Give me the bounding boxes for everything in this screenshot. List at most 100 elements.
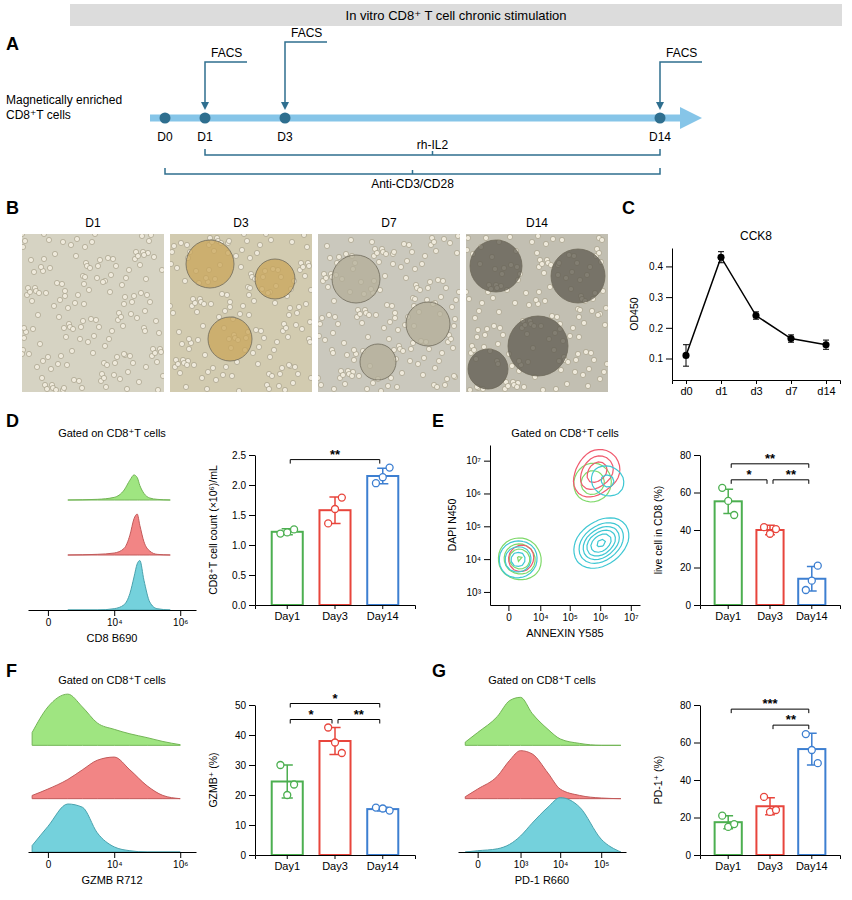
- tick-label: Day3: [757, 860, 783, 872]
- tick-label: Day3: [322, 610, 348, 622]
- cell-cluster: [208, 317, 252, 361]
- cell: [304, 244, 309, 249]
- cell: [246, 312, 251, 317]
- cell: [443, 285, 448, 290]
- cell-cluster: [551, 249, 605, 303]
- significance-label: **: [786, 467, 797, 482]
- point: [338, 750, 345, 757]
- cell-cluster: [186, 240, 234, 288]
- cell: [148, 234, 153, 238]
- day-dot: [655, 113, 666, 124]
- tick-mark: [728, 855, 729, 859]
- bar: [715, 822, 742, 855]
- tick-mark: [478, 852, 479, 858]
- cell: [454, 250, 459, 255]
- cell: [144, 292, 149, 297]
- tick: 1.5: [232, 510, 255, 521]
- cell: [226, 238, 231, 243]
- tick: 0: [46, 610, 52, 628]
- cell: [482, 332, 487, 337]
- cell: [422, 253, 427, 258]
- tick: Day14: [367, 605, 399, 622]
- tick: Day3: [322, 855, 348, 872]
- cell: [143, 364, 148, 369]
- cell: [565, 359, 570, 364]
- tick-mark: [249, 735, 255, 736]
- facs-line: [205, 62, 247, 104]
- tick: 10³: [467, 587, 490, 598]
- cell: [308, 287, 312, 292]
- tick-mark: [249, 485, 255, 486]
- point: [291, 781, 298, 788]
- image-label: D7: [381, 216, 397, 230]
- tick-mark: [728, 605, 729, 609]
- cell: [447, 240, 452, 245]
- marker: [682, 352, 689, 359]
- axis: 10³10⁴10⁵10⁶10⁷: [466, 446, 491, 606]
- axis-line: [256, 606, 416, 610]
- cell: [160, 373, 164, 378]
- cell: [553, 386, 558, 391]
- cell: [596, 250, 601, 255]
- tick-mark: [826, 380, 827, 384]
- cell: [78, 324, 83, 329]
- bar: [272, 782, 303, 856]
- tick: 0.2: [649, 323, 672, 334]
- timeline-arrow: [680, 107, 702, 129]
- cell: [94, 275, 99, 280]
- cell: [152, 350, 157, 355]
- cell: [472, 315, 477, 320]
- cell: [51, 303, 56, 308]
- cell: [36, 290, 41, 295]
- cell: [299, 326, 304, 331]
- contour: [518, 557, 522, 562]
- histogram: [465, 798, 621, 852]
- tick: 10⁷: [466, 455, 490, 466]
- cell: [452, 374, 457, 379]
- tick: Day3: [757, 855, 783, 872]
- bar: [319, 741, 350, 855]
- tick: 0: [506, 605, 512, 623]
- cell: [290, 380, 295, 385]
- cell: [602, 322, 607, 327]
- tick-label: Day1: [274, 610, 300, 622]
- cell: [27, 289, 32, 294]
- cell: [58, 353, 63, 358]
- axis: 010³10⁴10⁵: [459, 852, 627, 870]
- tick-label: Day1: [274, 860, 300, 872]
- cell: [31, 269, 36, 274]
- tick: d3: [750, 380, 762, 397]
- tick-mark: [694, 605, 700, 606]
- cell: [26, 351, 31, 356]
- tick-mark: [570, 605, 571, 611]
- y-axis-title: PD-1⁺ (%): [652, 756, 664, 805]
- significance-label: *: [309, 707, 315, 722]
- cell-cluster: [255, 259, 295, 299]
- cell: [526, 302, 531, 307]
- cell: [223, 364, 228, 369]
- cell: [65, 305, 70, 310]
- cell: [269, 373, 274, 378]
- y-axis-title: GZMB⁺ (%): [207, 752, 219, 807]
- cell: [192, 300, 197, 305]
- cell: [295, 371, 300, 376]
- cell: [121, 351, 126, 356]
- tick-mark: [631, 605, 632, 611]
- tick: 10³: [514, 852, 529, 870]
- cell: [247, 255, 252, 260]
- cell: [389, 303, 394, 308]
- cell: [572, 369, 577, 374]
- cell-cluster: [508, 316, 568, 376]
- cell: [177, 370, 182, 375]
- cell: [349, 373, 354, 378]
- cell: [595, 312, 600, 317]
- cell: [421, 355, 426, 360]
- cell-cluster: [468, 349, 508, 389]
- tick-mark: [484, 461, 490, 462]
- marks: [272, 464, 399, 605]
- tick: 0: [685, 850, 700, 861]
- tick-mark: [666, 266, 672, 267]
- point: [814, 760, 821, 767]
- cell: [287, 305, 292, 310]
- tick-label: 50: [235, 700, 247, 711]
